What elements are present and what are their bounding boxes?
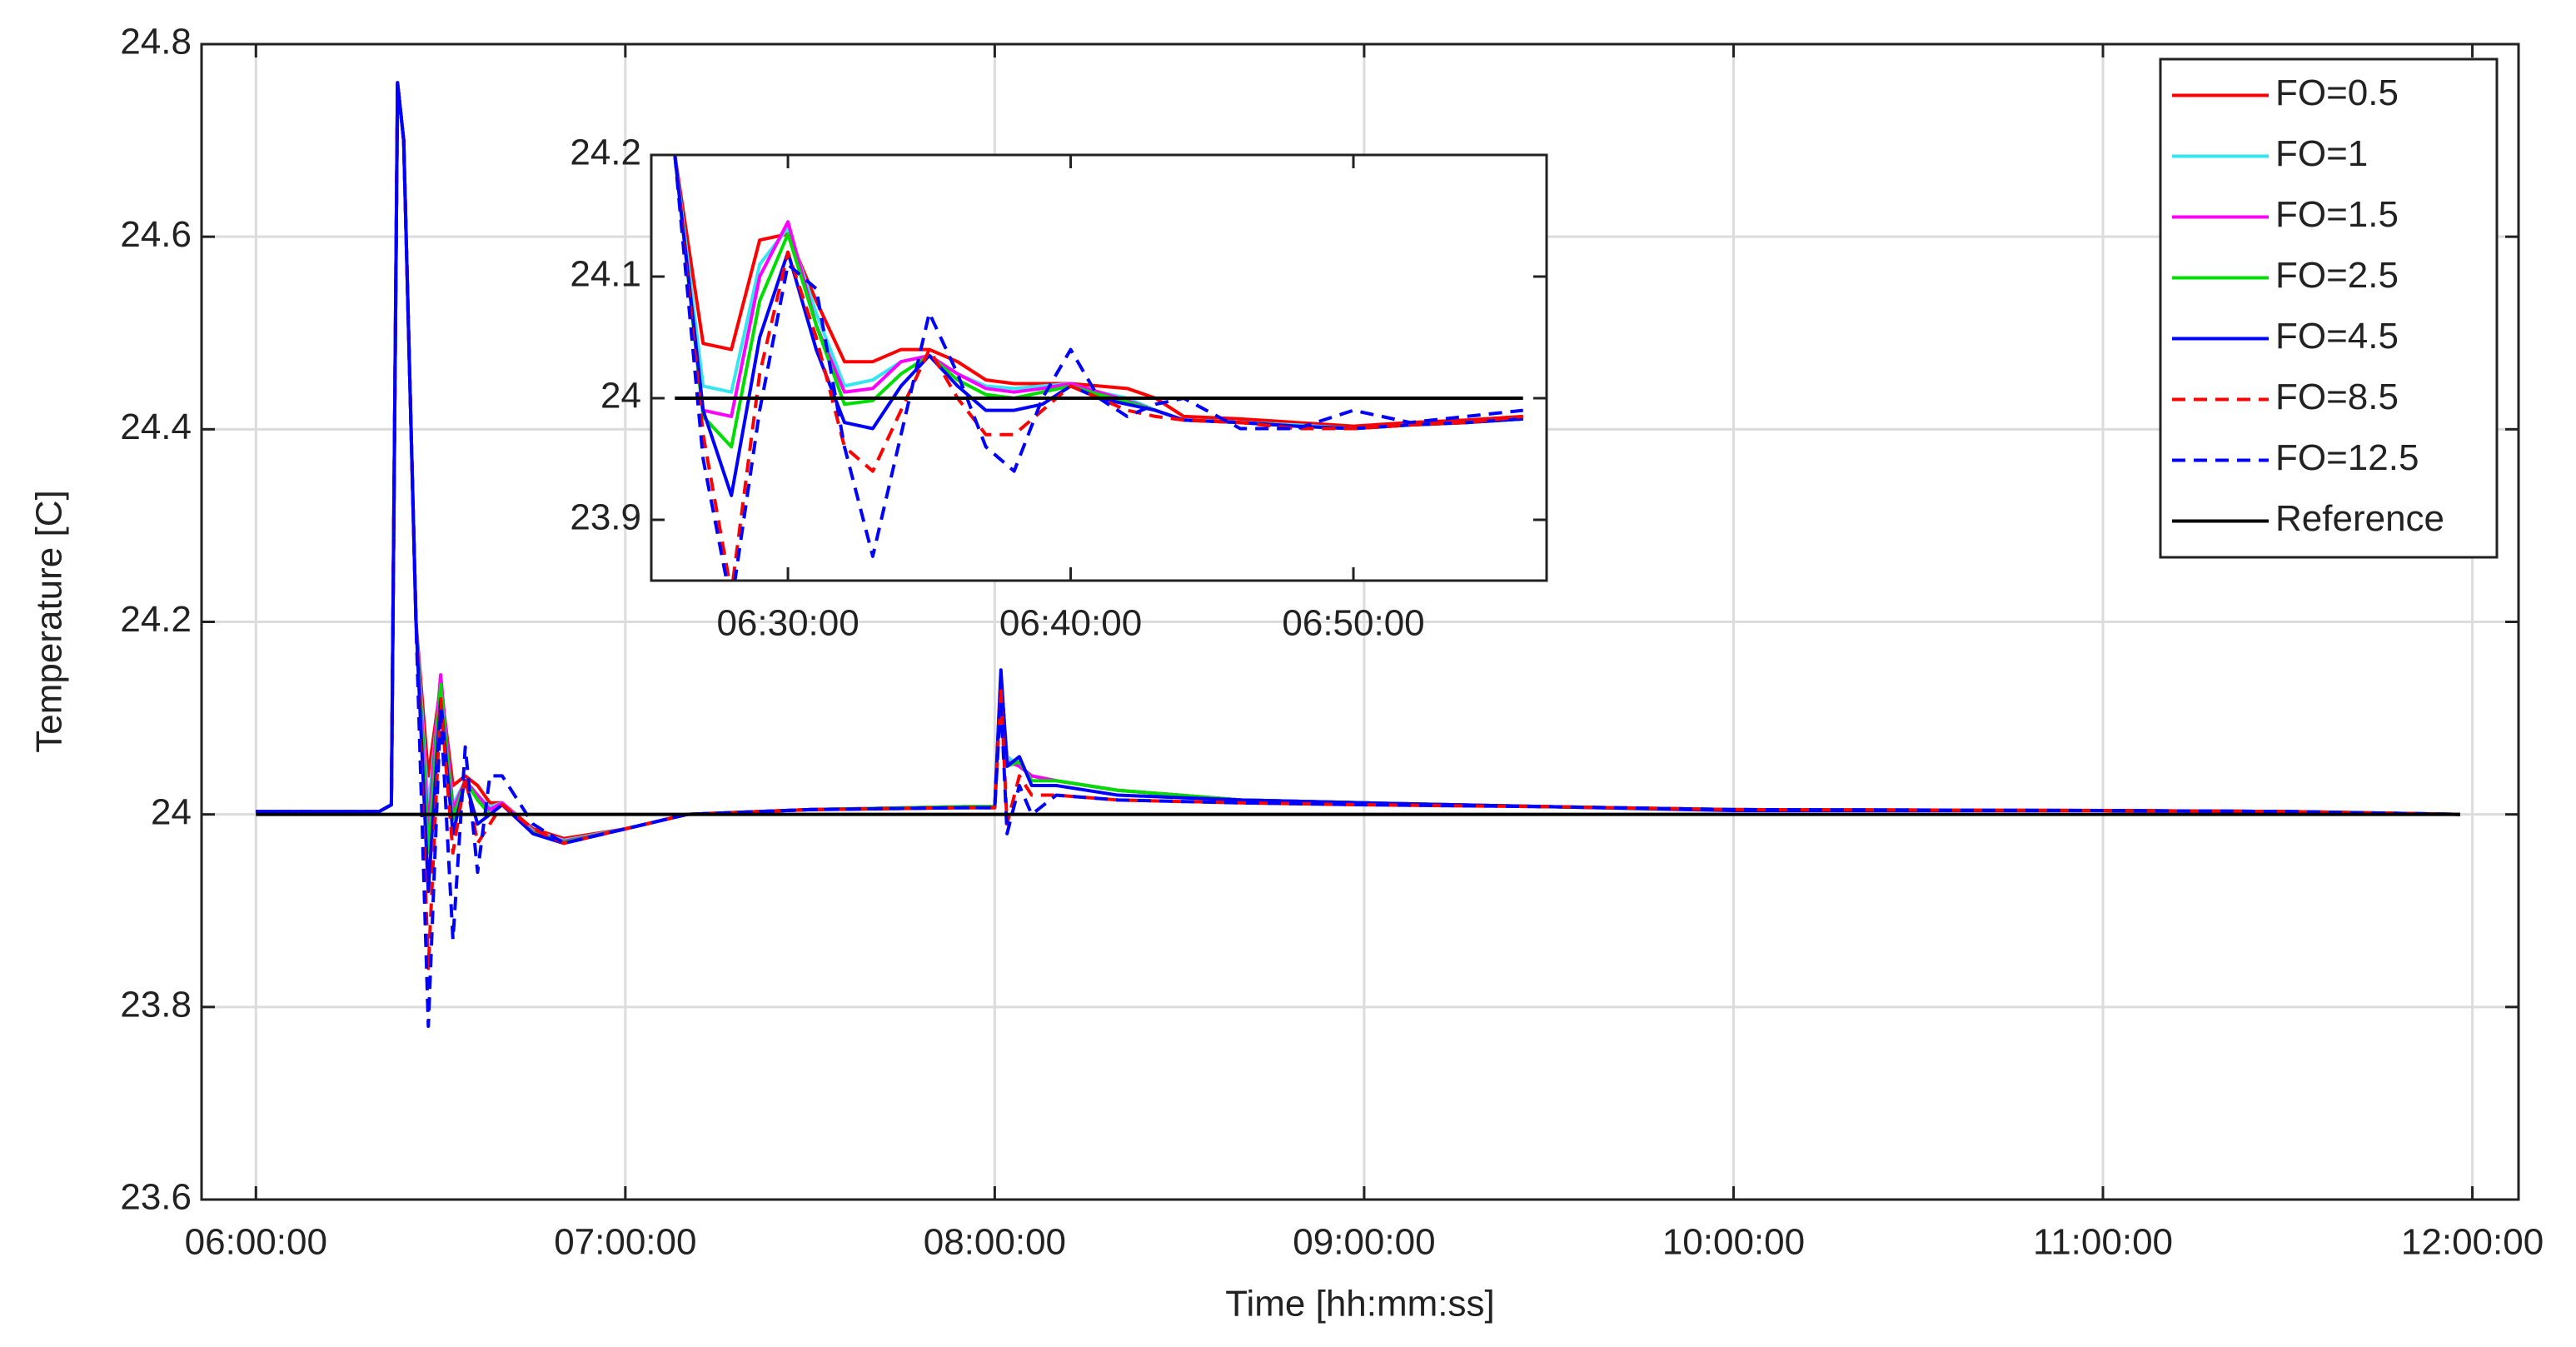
y-tick-label: 24.6 (120, 214, 192, 255)
legend-label: FO=12.5 (2275, 437, 2419, 478)
y-axis-label: Temperature [C] (29, 490, 70, 752)
y-tick-label: 23.6 (120, 1177, 192, 1218)
x-tick-label: 07:00:00 (554, 1222, 696, 1263)
x-tick-label: 06:40:00 (999, 603, 1142, 644)
x-tick-label: 06:00:00 (185, 1222, 327, 1263)
x-tick-label: 09:00:00 (1293, 1222, 1435, 1263)
y-tick-label: 24.2 (570, 132, 641, 173)
legend-label: Reference (2275, 498, 2444, 539)
plot-frame (650, 153, 1548, 582)
y-tick-label: 23.9 (570, 497, 641, 538)
y-tick-label: 23.8 (120, 984, 192, 1025)
series-group (256, 81, 2460, 1028)
y-tick-label: 24.4 (120, 407, 192, 447)
legend-label: FO=0.5 (2275, 72, 2399, 113)
plot-area (651, 155, 1547, 581)
legend-box (2159, 57, 2499, 559)
y-tick-label: 24 (151, 791, 192, 832)
legend-label: FO=8.5 (2275, 377, 2399, 417)
y-tick-label: 24.1 (570, 254, 641, 295)
y-tick-label: 24.2 (120, 599, 192, 640)
x-tick-label: 10:00:00 (1662, 1222, 1805, 1263)
series-line (673, 155, 1523, 581)
legend-label: FO=4.5 (2275, 316, 2399, 357)
plot-frame (200, 42, 2520, 1201)
legend-label: FO=1 (2275, 133, 2368, 174)
x-tick-label: 12:00:00 (2401, 1222, 2544, 1263)
x-tick-label: 11:00:00 (2033, 1222, 2173, 1263)
legend-label: FO=2.5 (2275, 255, 2399, 296)
x-tick-label: 06:50:00 (1282, 603, 1424, 644)
series-line (673, 155, 1523, 581)
y-tick-label: 24 (600, 376, 641, 417)
x-tick-label: 08:00:00 (924, 1222, 1066, 1263)
x-axis-label: Time [hh:mm:ss] (1225, 1284, 1495, 1325)
legend-label: FO=1.5 (2275, 194, 2399, 235)
y-tick-label: 24.8 (120, 22, 192, 62)
series-group (673, 155, 1523, 581)
x-tick-label: 06:30:00 (716, 603, 859, 644)
